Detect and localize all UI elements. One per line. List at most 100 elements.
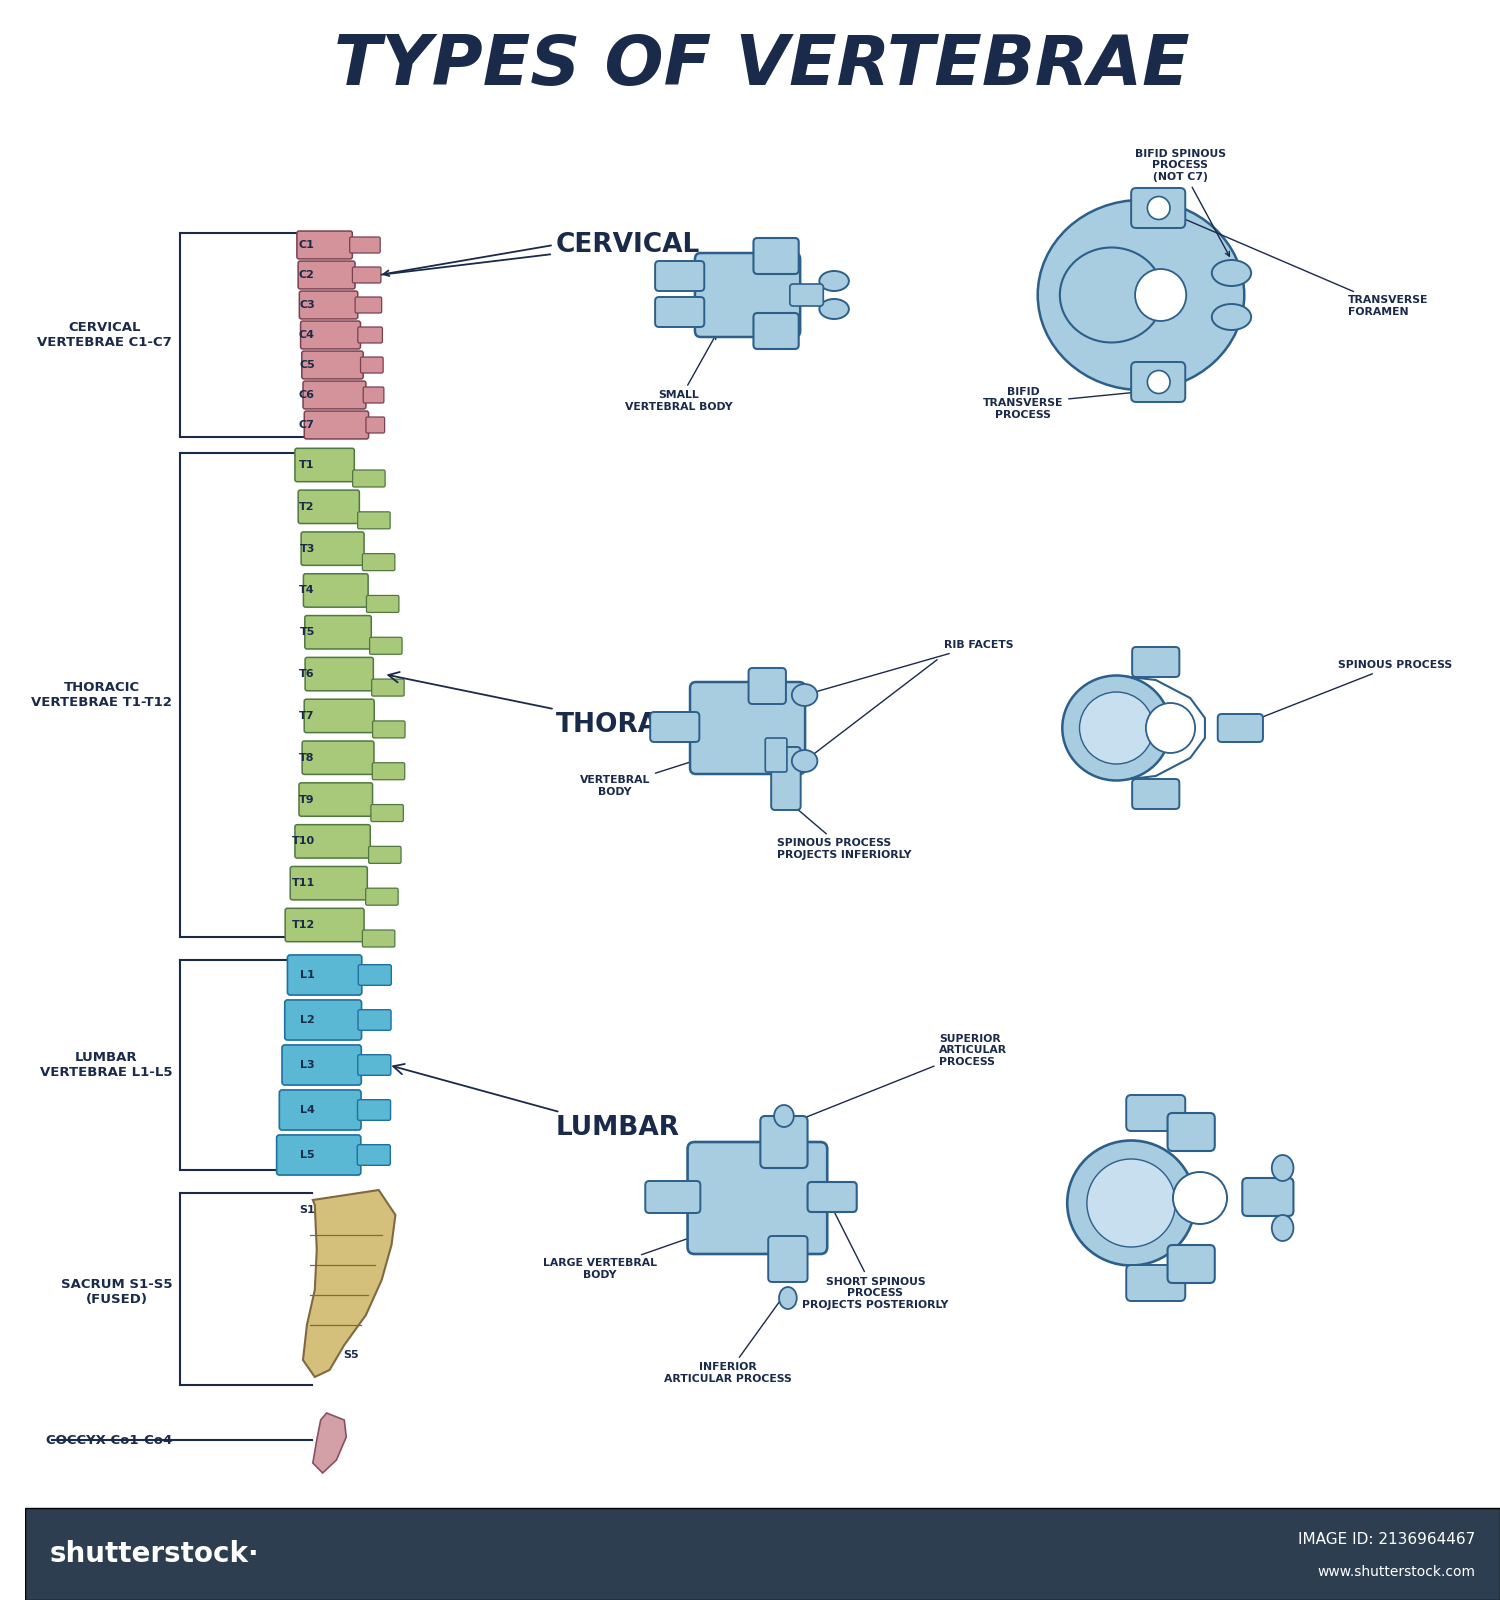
Text: T1: T1: [300, 461, 315, 470]
FancyBboxPatch shape: [298, 782, 372, 816]
Ellipse shape: [774, 1106, 794, 1126]
Text: VERTEBRAL
BODY: VERTEBRAL BODY: [579, 750, 724, 797]
FancyBboxPatch shape: [372, 763, 405, 779]
Text: L5: L5: [300, 1150, 315, 1160]
Ellipse shape: [1212, 259, 1251, 286]
Text: T9: T9: [298, 795, 315, 805]
FancyBboxPatch shape: [288, 955, 362, 995]
FancyBboxPatch shape: [302, 350, 363, 379]
FancyBboxPatch shape: [369, 846, 400, 864]
FancyBboxPatch shape: [285, 1000, 362, 1040]
Text: TRANSVERSE
FORAMEN: TRANSVERSE FORAMEN: [1162, 210, 1428, 317]
Text: L4: L4: [300, 1106, 315, 1115]
FancyBboxPatch shape: [285, 909, 364, 942]
Text: shutterstock·: shutterstock·: [50, 1539, 260, 1568]
FancyBboxPatch shape: [279, 1090, 362, 1130]
Text: RIB FACETS: RIB FACETS: [808, 640, 1014, 694]
FancyBboxPatch shape: [282, 1045, 362, 1085]
FancyBboxPatch shape: [1131, 362, 1185, 402]
FancyBboxPatch shape: [366, 595, 399, 613]
FancyBboxPatch shape: [1242, 1178, 1293, 1216]
FancyBboxPatch shape: [765, 738, 788, 771]
FancyBboxPatch shape: [298, 261, 355, 290]
Ellipse shape: [1272, 1155, 1293, 1181]
Ellipse shape: [819, 270, 849, 291]
Ellipse shape: [1062, 675, 1170, 781]
Text: LARGE VERTEBRAL
BODY: LARGE VERTEBRAL BODY: [543, 1229, 714, 1280]
FancyBboxPatch shape: [366, 418, 384, 434]
Text: LUMBAR: LUMBAR: [393, 1064, 680, 1141]
Text: BIFID SPINOUS
PROCESS
(NOT C7): BIFID SPINOUS PROCESS (NOT C7): [1136, 149, 1230, 256]
FancyBboxPatch shape: [771, 747, 801, 810]
Ellipse shape: [1038, 200, 1245, 390]
FancyBboxPatch shape: [369, 637, 402, 654]
FancyBboxPatch shape: [303, 381, 366, 410]
FancyBboxPatch shape: [1167, 1245, 1215, 1283]
Text: SUPERIOR
ARTICULAR
PROCESS: SUPERIOR ARTICULAR PROCESS: [788, 1034, 1008, 1125]
FancyBboxPatch shape: [768, 1235, 807, 1282]
Text: T11: T11: [291, 878, 315, 888]
Text: T8: T8: [300, 752, 315, 763]
FancyBboxPatch shape: [358, 965, 392, 986]
Ellipse shape: [819, 299, 849, 318]
FancyBboxPatch shape: [357, 1144, 390, 1165]
FancyBboxPatch shape: [303, 574, 368, 606]
Text: L3: L3: [300, 1059, 315, 1070]
Text: SACRUM S1-S5
(FUSED): SACRUM S1-S5 (FUSED): [60, 1278, 172, 1307]
FancyBboxPatch shape: [304, 658, 374, 691]
Ellipse shape: [792, 750, 818, 773]
Ellipse shape: [1136, 269, 1186, 322]
FancyBboxPatch shape: [363, 930, 394, 947]
FancyBboxPatch shape: [296, 448, 354, 482]
FancyBboxPatch shape: [304, 616, 372, 650]
Text: SPINOUS PROCESS
PROJECTS INFERIORLY: SPINOUS PROCESS PROJECTS INFERIORLY: [777, 798, 912, 861]
Text: www.shutterstock.com: www.shutterstock.com: [1317, 1565, 1476, 1579]
Text: T12: T12: [291, 920, 315, 930]
Ellipse shape: [778, 1286, 796, 1309]
FancyBboxPatch shape: [753, 314, 798, 349]
FancyBboxPatch shape: [645, 1181, 700, 1213]
FancyBboxPatch shape: [350, 237, 380, 253]
FancyBboxPatch shape: [790, 283, 824, 306]
Ellipse shape: [1212, 304, 1251, 330]
FancyBboxPatch shape: [1126, 1266, 1185, 1301]
Text: THORACIC: THORACIC: [388, 672, 708, 738]
FancyBboxPatch shape: [358, 1054, 392, 1075]
FancyBboxPatch shape: [650, 712, 699, 742]
Text: T2: T2: [300, 502, 315, 512]
Text: T10: T10: [291, 837, 315, 846]
Text: C7: C7: [298, 419, 315, 430]
FancyBboxPatch shape: [304, 699, 374, 733]
Polygon shape: [303, 1190, 396, 1378]
Ellipse shape: [1146, 702, 1196, 754]
FancyBboxPatch shape: [300, 291, 358, 318]
FancyBboxPatch shape: [296, 824, 370, 858]
Text: IMAGE ID: 2136964467: IMAGE ID: 2136964467: [1298, 1533, 1476, 1547]
Text: C4: C4: [298, 330, 315, 341]
Ellipse shape: [1173, 1171, 1227, 1224]
Text: CERVICAL: CERVICAL: [381, 232, 700, 275]
Text: TYPES OF VERTEBRAE: TYPES OF VERTEBRAE: [334, 32, 1190, 99]
Text: L1: L1: [300, 970, 315, 979]
Text: C3: C3: [298, 301, 315, 310]
FancyBboxPatch shape: [1132, 646, 1179, 677]
FancyBboxPatch shape: [357, 512, 390, 530]
FancyBboxPatch shape: [358, 1010, 392, 1030]
FancyBboxPatch shape: [372, 722, 405, 738]
FancyBboxPatch shape: [358, 326, 382, 342]
Text: T5: T5: [300, 627, 315, 637]
Text: T6: T6: [298, 669, 315, 678]
FancyBboxPatch shape: [656, 298, 705, 326]
FancyBboxPatch shape: [297, 230, 352, 259]
Text: C2: C2: [298, 270, 315, 280]
Text: T7: T7: [300, 710, 315, 722]
FancyBboxPatch shape: [363, 387, 384, 403]
FancyBboxPatch shape: [357, 1099, 390, 1120]
FancyBboxPatch shape: [1126, 1094, 1185, 1131]
FancyBboxPatch shape: [748, 669, 786, 704]
Text: SPINOUS PROCESS: SPINOUS PROCESS: [1239, 659, 1452, 726]
FancyBboxPatch shape: [687, 1142, 826, 1254]
FancyBboxPatch shape: [302, 531, 364, 565]
Text: T3: T3: [300, 544, 315, 554]
FancyBboxPatch shape: [300, 322, 360, 349]
